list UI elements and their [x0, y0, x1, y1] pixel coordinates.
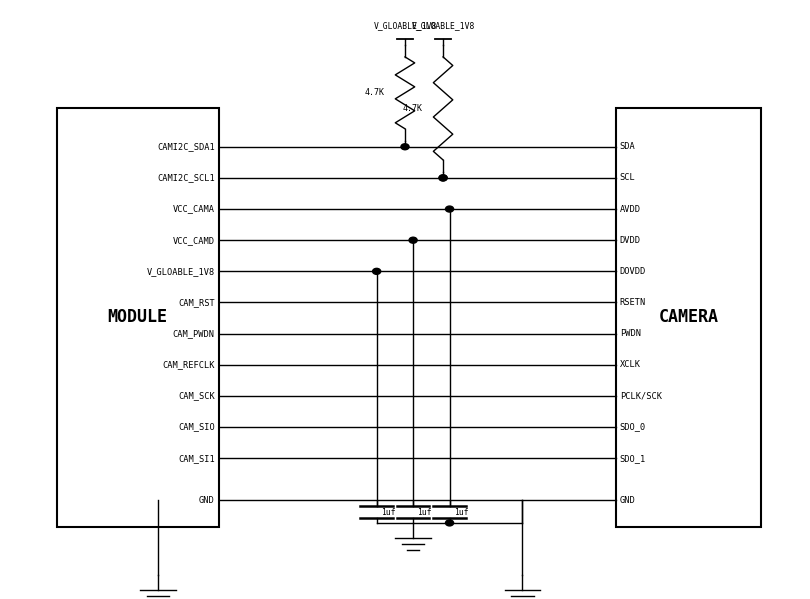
- Text: SCL: SCL: [620, 173, 635, 183]
- Text: PCLK/SCK: PCLK/SCK: [620, 391, 662, 401]
- Text: SDO_1: SDO_1: [620, 453, 646, 463]
- Circle shape: [373, 268, 381, 274]
- Text: RSETN: RSETN: [620, 298, 646, 307]
- Text: VCC_CAMD: VCC_CAMD: [173, 235, 215, 245]
- Text: 1uf: 1uf: [454, 507, 468, 517]
- Text: V_GLOABLE_1V8: V_GLOABLE_1V8: [411, 21, 475, 30]
- Text: SDO_0: SDO_0: [620, 422, 646, 432]
- Text: CAM_SIO: CAM_SIO: [178, 422, 215, 432]
- Text: VCC_CAMA: VCC_CAMA: [173, 204, 215, 214]
- Bar: [57, 108, 219, 527]
- Text: CAM_SI1: CAM_SI1: [178, 453, 215, 463]
- Text: XCLK: XCLK: [620, 360, 641, 370]
- Text: CAM_SCK: CAM_SCK: [178, 391, 215, 401]
- Circle shape: [409, 237, 417, 243]
- Text: V_GLOABLE_1V8: V_GLOABLE_1V8: [147, 267, 215, 276]
- Circle shape: [446, 206, 454, 212]
- Text: CAM_PWDN: CAM_PWDN: [173, 329, 215, 338]
- Text: CAM_RST: CAM_RST: [178, 298, 215, 307]
- Text: 4.7K: 4.7K: [364, 88, 385, 98]
- Text: CAMERA: CAMERA: [659, 308, 718, 326]
- Circle shape: [446, 520, 454, 526]
- Text: GND: GND: [199, 495, 215, 505]
- Text: SDA: SDA: [620, 142, 635, 152]
- Text: GND: GND: [620, 495, 635, 505]
- Text: CAMI2C_SCL1: CAMI2C_SCL1: [157, 173, 215, 183]
- Text: DOVDD: DOVDD: [620, 267, 646, 276]
- Text: 4.7K: 4.7K: [403, 104, 423, 113]
- Text: PWDN: PWDN: [620, 329, 641, 338]
- Text: MODULE: MODULE: [108, 308, 168, 326]
- Text: DVDD: DVDD: [620, 235, 641, 245]
- Bar: [616, 108, 761, 527]
- Text: AVDD: AVDD: [620, 204, 641, 214]
- Text: 1uf: 1uf: [417, 507, 432, 517]
- Circle shape: [439, 175, 447, 181]
- Text: CAMI2C_SDA1: CAMI2C_SDA1: [157, 142, 215, 152]
- Text: CAM_REFCLK: CAM_REFCLK: [162, 360, 215, 370]
- Text: V_GLOABLE_1V8: V_GLOABLE_1V8: [373, 21, 437, 30]
- Circle shape: [401, 144, 409, 150]
- Text: 1uf: 1uf: [381, 507, 395, 517]
- Circle shape: [439, 175, 447, 181]
